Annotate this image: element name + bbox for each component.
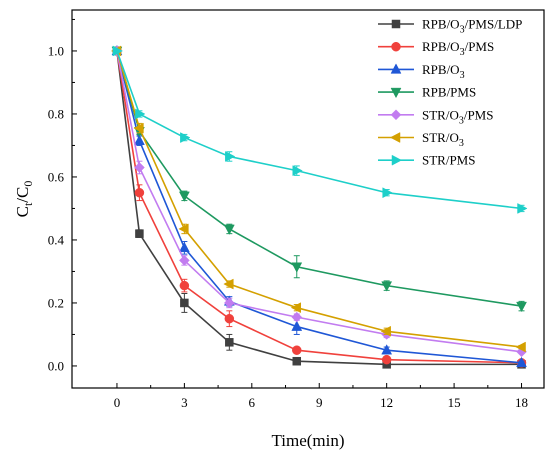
legend-label-main: RPB/O xyxy=(422,62,460,77)
legend-label-rest: /PMS xyxy=(464,107,494,122)
data-point xyxy=(180,132,191,143)
data-point xyxy=(381,281,393,292)
data-point xyxy=(178,223,189,235)
data-point xyxy=(112,45,123,57)
data-point xyxy=(292,356,302,366)
x-tick-label: 3 xyxy=(181,395,188,410)
data-point xyxy=(223,224,235,235)
legend-entry-6: STR/PMS xyxy=(378,153,475,168)
legend-label-main: RPB/PMS xyxy=(422,85,476,100)
legend-label-rest: /PMS/LDP xyxy=(465,17,523,32)
legend-label: RPB/O3 xyxy=(422,62,465,81)
series-layer xyxy=(110,44,528,369)
series-5 xyxy=(110,45,526,353)
legend-entry-0: RPB/O3/PMS/LDP xyxy=(378,17,522,36)
x-tick-label: 6 xyxy=(249,395,256,410)
data-point xyxy=(381,354,392,365)
data-point xyxy=(291,262,303,273)
data-point xyxy=(292,165,303,177)
x-tick-label: 18 xyxy=(515,395,528,410)
data-point xyxy=(178,241,190,253)
data-point xyxy=(381,344,393,355)
y-tick-label: 1.0 xyxy=(48,43,64,58)
legend-label-subscript: 3 xyxy=(460,25,465,36)
x-tick-label: 0 xyxy=(114,395,121,410)
data-point xyxy=(225,338,234,347)
data-point xyxy=(134,134,145,145)
x-axis-title: Time(min) xyxy=(271,431,344,450)
legend-label-subscript: 3 xyxy=(460,47,465,58)
legend-label-main: STR/O xyxy=(422,107,459,122)
legend-label-subscript: 3 xyxy=(459,138,464,149)
data-point xyxy=(290,302,302,314)
legend-label: STR/O3/PMS xyxy=(422,107,493,126)
legend-label: RPB/O3/PMS xyxy=(422,39,494,58)
data-point xyxy=(291,311,303,323)
data-point xyxy=(515,341,526,353)
legend-entry-2: RPB/O3 xyxy=(378,62,465,81)
data-point xyxy=(135,108,146,120)
legend-label-main: RPB/O xyxy=(422,39,460,54)
legend-marker xyxy=(391,19,401,29)
legend-label-main: STR/O xyxy=(422,130,459,145)
y-axis-title-subscript-t: t xyxy=(21,202,35,206)
legend-label: STR/PMS xyxy=(422,153,475,168)
x-tick-label: 9 xyxy=(316,395,323,410)
data-point xyxy=(380,325,391,337)
y-tick-label: 0.8 xyxy=(48,106,64,121)
y-tick-label: 0.6 xyxy=(48,169,65,184)
data-point xyxy=(178,191,190,202)
legend-label-subscript: 3 xyxy=(459,115,464,126)
data-point xyxy=(516,301,527,313)
legend-marker xyxy=(390,63,402,74)
legend-label: STR/O3 xyxy=(422,130,464,149)
data-point xyxy=(179,280,190,291)
data-point xyxy=(517,203,528,214)
y-tick-label: 0.4 xyxy=(48,232,65,247)
legend-marker xyxy=(391,154,403,166)
legend-label: RPB/PMS xyxy=(422,85,476,100)
legend-label-main: STR/PMS xyxy=(422,153,475,168)
y-tick-label: 0.0 xyxy=(48,358,64,373)
data-point xyxy=(223,278,234,290)
legend-entry-3: RPB/PMS xyxy=(378,85,476,100)
legend-label-subscript: 3 xyxy=(460,70,465,81)
y-tick-label: 0.2 xyxy=(48,295,64,310)
data-point xyxy=(225,151,236,162)
legend-marker xyxy=(390,87,402,99)
data-point xyxy=(135,229,144,238)
legend-marker xyxy=(391,41,401,52)
data-point xyxy=(382,187,393,199)
legend-label: RPB/O3/PMS/LDP xyxy=(422,17,522,36)
data-point xyxy=(134,162,145,173)
series-6 xyxy=(112,45,528,214)
legend-marker xyxy=(390,109,402,121)
legend-label-rest: /PMS xyxy=(465,39,495,54)
data-point xyxy=(291,320,303,331)
legend-entry-4: STR/O3/PMS xyxy=(378,107,493,126)
data-point xyxy=(292,345,302,355)
data-point xyxy=(224,313,235,324)
legend-marker xyxy=(389,132,401,143)
y-axis-title-subscript-0: 0 xyxy=(21,181,35,187)
y-axis-title-slash: /C xyxy=(13,187,32,203)
data-point xyxy=(516,356,527,368)
y-axis-title-main: C xyxy=(13,206,32,217)
data-point xyxy=(134,187,145,198)
legend: RPB/O3/PMS/LDPRPB/O3/PMSRPB/O3RPB/PMSSTR… xyxy=(378,17,522,168)
axis-ticks: 0 3 6 9 12 15 18 0.0 0.2 0.4 0.6 0.8 1.0 xyxy=(48,18,528,410)
legend-entry-1: RPB/O3/PMS xyxy=(378,39,494,58)
legend-entry-5: STR/O3 xyxy=(378,130,464,149)
data-point xyxy=(180,298,189,308)
data-point xyxy=(133,122,144,134)
plot-frame xyxy=(71,9,545,389)
x-tick-label: 12 xyxy=(380,395,393,410)
x-tick-label: 15 xyxy=(448,395,461,410)
data-point xyxy=(179,255,190,266)
data-point xyxy=(223,297,235,309)
legend-label-main: RPB/O xyxy=(422,17,460,32)
y-axis-title: Ct/C0 xyxy=(13,181,35,218)
